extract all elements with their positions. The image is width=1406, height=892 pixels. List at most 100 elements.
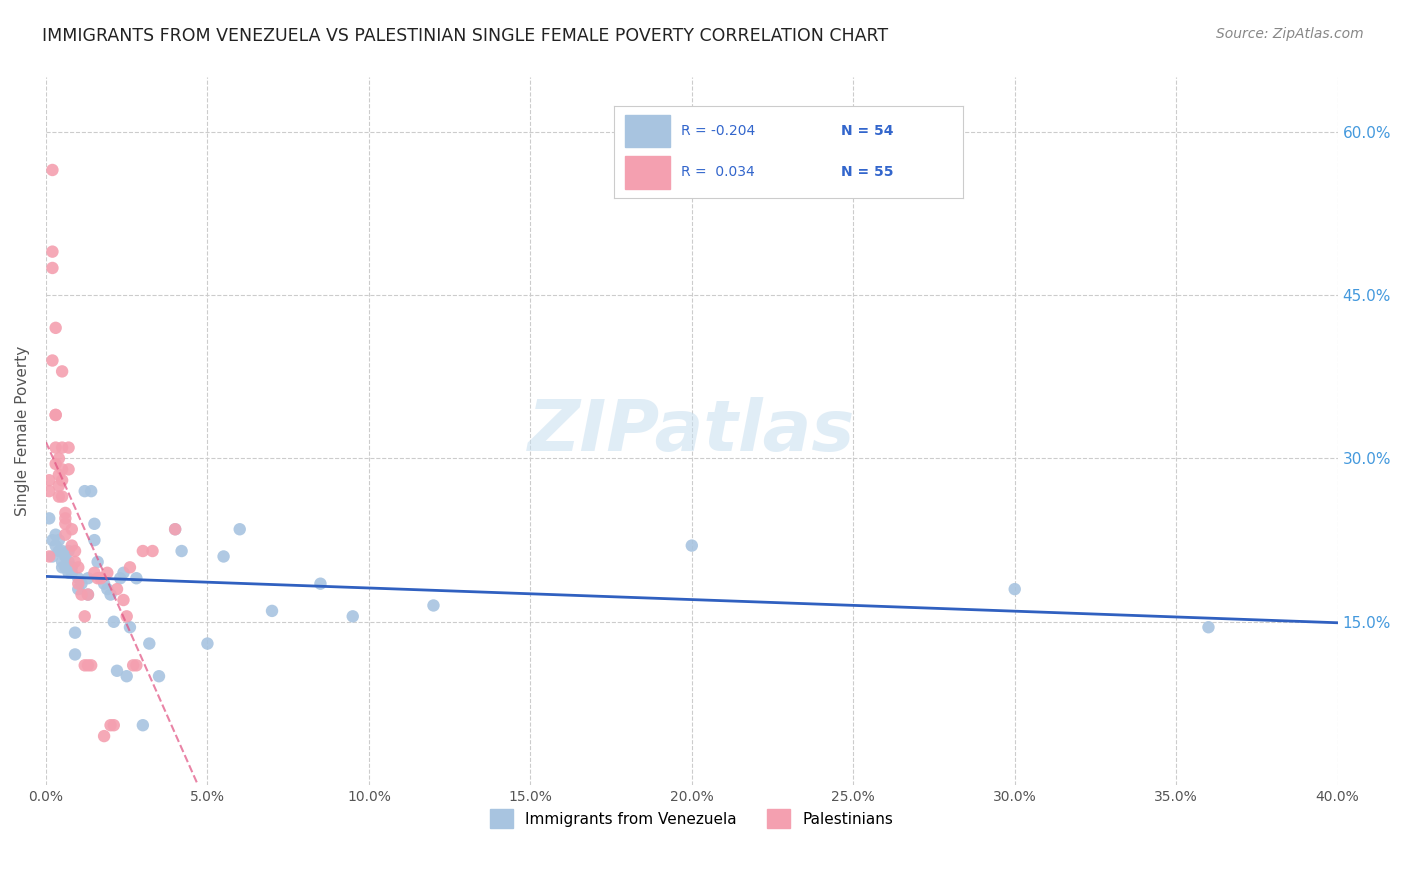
Point — [83, 533, 105, 548]
Point — [260, 604, 283, 618]
Point — [41, 533, 63, 548]
Point — [45, 408, 67, 422]
Point — [53, 527, 76, 541]
Point — [110, 571, 132, 585]
Point — [122, 658, 145, 673]
Point — [51, 364, 73, 378]
Point — [165, 522, 187, 536]
Point — [58, 441, 80, 455]
Point — [228, 522, 250, 536]
Point — [38, 549, 60, 564]
Point — [53, 511, 76, 525]
Point — [90, 571, 112, 585]
Point — [58, 544, 80, 558]
Point — [165, 522, 187, 536]
Point — [125, 658, 148, 673]
Point — [93, 576, 115, 591]
Point — [96, 566, 118, 580]
Point — [342, 609, 364, 624]
Point — [60, 522, 83, 536]
Point — [60, 566, 83, 580]
Point — [63, 625, 86, 640]
Point — [86, 555, 108, 569]
Point — [77, 588, 100, 602]
Point — [1198, 620, 1220, 634]
Point — [63, 544, 86, 558]
Point — [80, 484, 103, 499]
Point — [48, 467, 70, 482]
Point — [38, 473, 60, 487]
Point — [132, 544, 155, 558]
Point — [45, 539, 67, 553]
Point — [53, 516, 76, 531]
Point — [115, 609, 138, 624]
Point — [53, 549, 76, 564]
Point — [48, 490, 70, 504]
Text: ZIPatlas: ZIPatlas — [529, 397, 855, 466]
Point — [105, 582, 128, 596]
Point — [67, 576, 90, 591]
Point — [67, 582, 90, 596]
Point — [58, 462, 80, 476]
Point — [67, 571, 90, 585]
Text: Source: ZipAtlas.com: Source: ZipAtlas.com — [1216, 27, 1364, 41]
Point — [138, 636, 160, 650]
Point — [103, 615, 125, 629]
Point — [141, 544, 163, 558]
Point — [51, 544, 73, 558]
Point — [105, 664, 128, 678]
Point — [63, 648, 86, 662]
Point — [67, 560, 90, 574]
Point — [41, 549, 63, 564]
Point — [112, 566, 135, 580]
Point — [103, 718, 125, 732]
Point — [48, 533, 70, 548]
Point — [100, 588, 122, 602]
Point — [38, 484, 60, 499]
Point — [45, 408, 67, 422]
Point — [41, 244, 63, 259]
Point — [83, 516, 105, 531]
Point — [93, 729, 115, 743]
Point — [53, 506, 76, 520]
Point — [63, 555, 86, 569]
Point — [53, 560, 76, 574]
Point — [58, 555, 80, 569]
Point — [100, 718, 122, 732]
Point — [45, 457, 67, 471]
Point — [73, 484, 96, 499]
Point — [170, 544, 193, 558]
Point — [60, 539, 83, 553]
Point — [118, 620, 141, 634]
Point — [212, 549, 235, 564]
Y-axis label: Single Female Poverty: Single Female Poverty — [15, 346, 30, 516]
Point — [45, 441, 67, 455]
Point — [48, 451, 70, 466]
Point — [48, 479, 70, 493]
Point — [309, 576, 332, 591]
Point — [115, 669, 138, 683]
Point — [60, 560, 83, 574]
Legend: Immigrants from Venezuela, Palestinians: Immigrants from Venezuela, Palestinians — [484, 803, 900, 834]
Point — [41, 353, 63, 368]
Point — [48, 544, 70, 558]
Point — [45, 527, 67, 541]
Point — [51, 560, 73, 574]
Point — [45, 321, 67, 335]
Point — [51, 490, 73, 504]
Point — [41, 260, 63, 275]
Point — [51, 555, 73, 569]
Point — [70, 588, 93, 602]
Point — [197, 636, 219, 650]
Point — [70, 576, 93, 591]
Point — [58, 566, 80, 580]
Point — [51, 441, 73, 455]
Point — [51, 473, 73, 487]
Point — [86, 571, 108, 585]
Point — [148, 669, 170, 683]
Point — [77, 588, 100, 602]
Point — [51, 462, 73, 476]
Point — [77, 571, 100, 585]
Point — [132, 718, 155, 732]
Point — [118, 560, 141, 574]
